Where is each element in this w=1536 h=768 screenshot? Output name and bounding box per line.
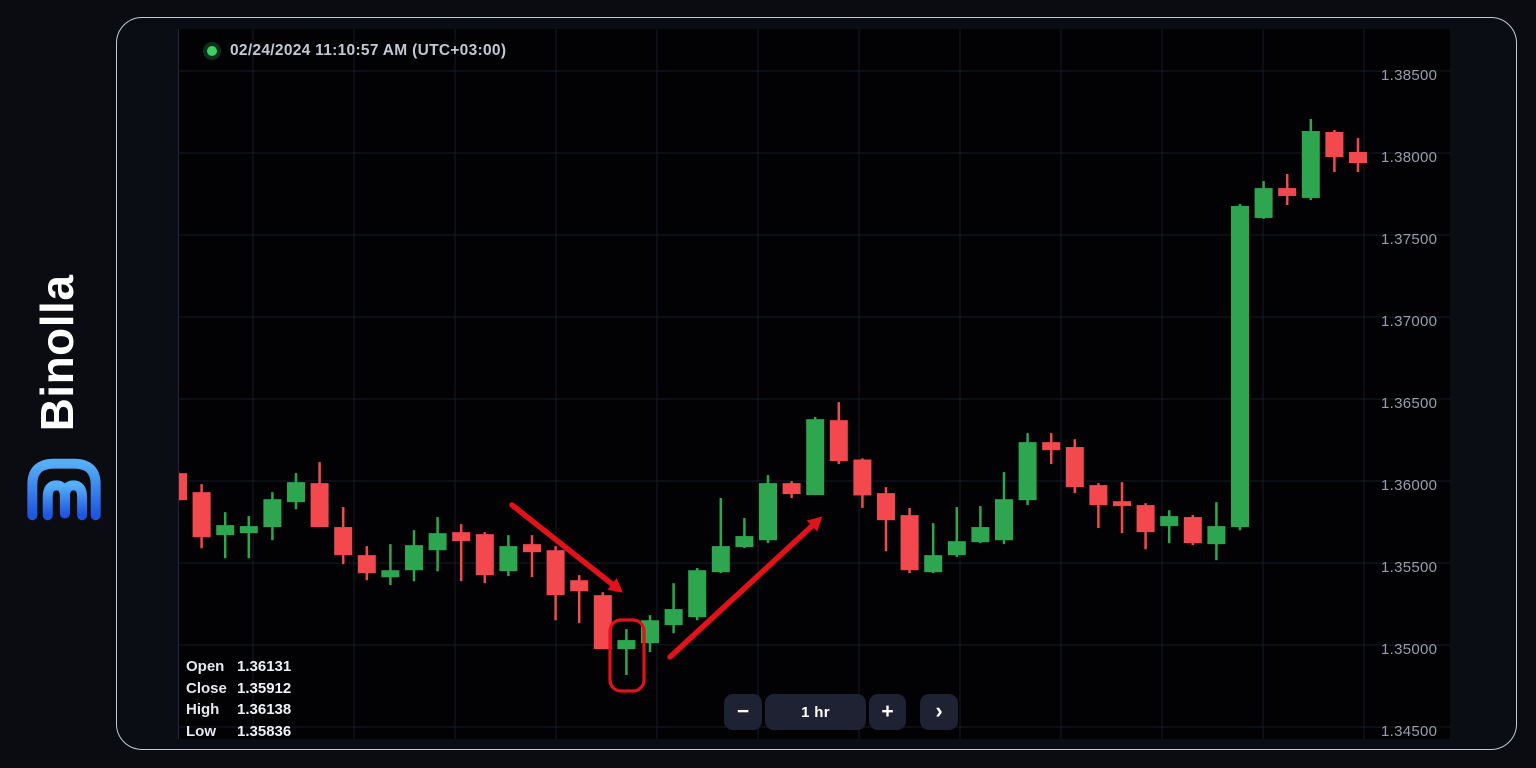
ohlc-label: High — [186, 701, 220, 719]
chart-grid — [178, 29, 1450, 739]
candle — [523, 535, 541, 578]
candle — [428, 517, 447, 572]
candle — [1089, 483, 1108, 529]
candle — [1183, 515, 1202, 546]
candle — [688, 568, 707, 621]
brand-rail: Binolla — [0, 0, 116, 768]
candle — [829, 402, 848, 465]
candle — [1042, 433, 1061, 465]
candle — [1136, 503, 1155, 550]
y-axis-label: 1.37000 — [1381, 313, 1438, 330]
candle — [546, 546, 565, 621]
ohlc-label: Open — [186, 658, 225, 676]
y-axis-label: 1.36500 — [1381, 395, 1438, 412]
ohlc-legend: Open 1.36131 Close 1.35912 High 1.36138 Low 1.3… — [186, 656, 291, 742]
candle — [1254, 181, 1273, 219]
candle — [310, 462, 329, 528]
candle — [570, 575, 589, 624]
candle — [1018, 433, 1037, 506]
y-axis-label: 1.38000 — [1381, 149, 1438, 166]
highlighted-candle-box — [608, 618, 646, 693]
candle — [405, 530, 423, 582]
candle — [1160, 510, 1179, 544]
candle — [735, 518, 754, 549]
candle — [475, 532, 494, 584]
binolla-logo-icon — [27, 458, 101, 521]
y-axis-label: 1.38500 — [1381, 67, 1438, 84]
candle — [995, 472, 1013, 545]
candle — [179, 471, 187, 502]
candle — [381, 544, 400, 586]
ohlc-row: High 1.36138 — [186, 699, 291, 721]
candle — [711, 498, 730, 574]
candle — [782, 481, 801, 499]
candle — [287, 473, 305, 510]
chart-timestamp: 02/24/2024 11:10:57 AM (UTC+03:00) — [230, 42, 507, 59]
ohlc-value: 1.35836 — [237, 722, 292, 740]
candle — [357, 546, 376, 581]
candle — [1301, 119, 1320, 201]
y-axis-label: 1.36000 — [1381, 477, 1438, 494]
candle — [1207, 502, 1226, 561]
chart-header: 02/24/2024 11:10:57 AM (UTC+03:00) — [207, 41, 506, 61]
candles — [179, 119, 1367, 676]
candle — [1065, 439, 1084, 494]
ohlc-value: 1.36138 — [237, 701, 292, 719]
candle — [192, 484, 211, 549]
candle — [924, 523, 943, 574]
candle — [334, 507, 353, 565]
candle — [1113, 482, 1131, 534]
candle — [1231, 204, 1249, 531]
candle — [971, 506, 990, 544]
zoom-in-button[interactable]: + — [869, 694, 906, 730]
candle — [593, 592, 612, 650]
candle — [263, 492, 282, 541]
candle — [877, 487, 895, 552]
candle — [617, 629, 636, 676]
candle — [900, 508, 919, 574]
candle — [1325, 130, 1344, 173]
candle — [1278, 173, 1297, 205]
candle — [1349, 138, 1367, 173]
next-button[interactable]: › — [920, 694, 958, 730]
candle — [239, 516, 258, 559]
ohlc-row: Open 1.36131 — [186, 656, 291, 678]
zoom-out-button[interactable]: − — [724, 694, 762, 730]
candle — [759, 475, 777, 544]
ohlc-label: Close — [186, 679, 227, 697]
y-axis-label: 1.34500 — [1381, 723, 1438, 740]
ohlc-value: 1.35912 — [237, 679, 292, 697]
timeframe-button[interactable]: 1 hr — [765, 694, 866, 730]
candle — [664, 583, 683, 634]
live-indicator-dot — [207, 46, 217, 56]
y-axis-label: 1.35500 — [1381, 559, 1438, 576]
candle — [452, 524, 471, 582]
up-arrow-annotation — [667, 516, 823, 660]
candle — [499, 535, 518, 577]
y-axis-label: 1.35000 — [1381, 641, 1438, 658]
ohlc-row: Low 1.35836 — [186, 721, 291, 743]
candle — [853, 458, 872, 508]
ohlc-label: Low — [186, 722, 216, 740]
chart-annotations — [509, 502, 823, 693]
down-arrow-annotation — [509, 502, 623, 593]
y-axis-label: 1.37500 — [1381, 231, 1438, 248]
candle — [216, 512, 235, 559]
candle — [947, 507, 966, 558]
ohlc-value: 1.36131 — [237, 658, 292, 676]
candle — [806, 417, 825, 496]
ohlc-row: Close 1.35912 — [186, 678, 291, 700]
